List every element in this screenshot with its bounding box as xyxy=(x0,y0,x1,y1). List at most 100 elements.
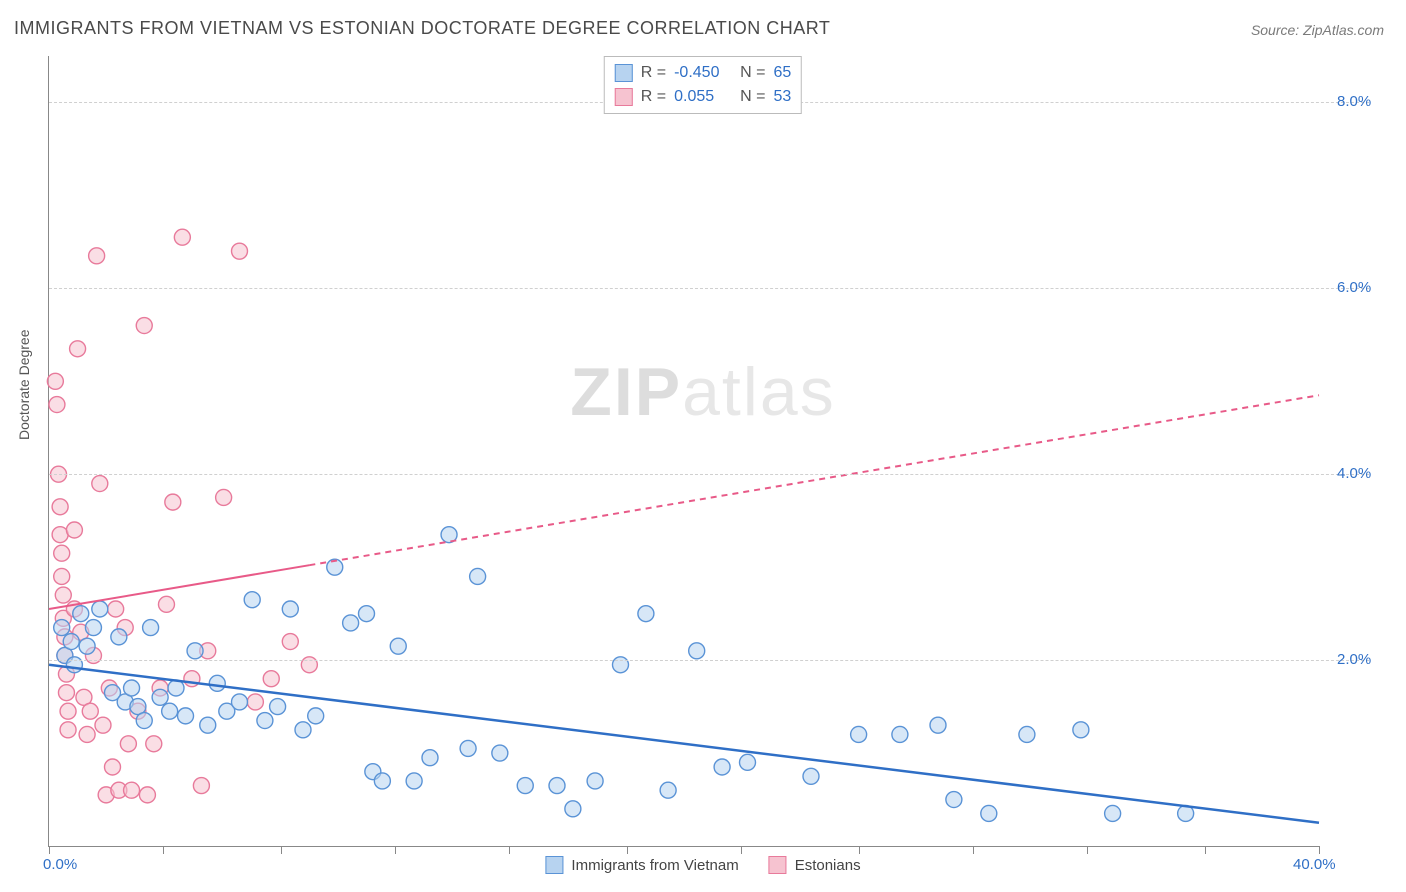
scatter-point xyxy=(803,768,819,784)
scatter-point xyxy=(70,341,86,357)
scatter-point xyxy=(422,750,438,766)
x-tick xyxy=(163,846,164,854)
y-tick-label: 6.0% xyxy=(1337,279,1371,296)
scatter-point xyxy=(54,620,70,636)
x-tick xyxy=(281,846,282,854)
scatter-point xyxy=(930,717,946,733)
scatter-point xyxy=(295,722,311,738)
scatter-point xyxy=(54,545,70,561)
scatter-point xyxy=(162,703,178,719)
gridline xyxy=(49,474,1369,475)
scatter-point xyxy=(460,740,476,756)
scatter-point xyxy=(111,629,127,645)
scatter-point xyxy=(165,494,181,510)
scatter-point xyxy=(143,620,159,636)
scatter-point xyxy=(60,703,76,719)
r-value-estonians: 0.055 xyxy=(674,85,732,109)
scatter-point xyxy=(565,801,581,817)
scatter-point xyxy=(946,792,962,808)
y-tick-label: 4.0% xyxy=(1337,465,1371,482)
scatter-point xyxy=(244,592,260,608)
scatter-point xyxy=(308,708,324,724)
scatter-point xyxy=(60,722,76,738)
scatter-point xyxy=(549,778,565,794)
r-label: R = xyxy=(641,61,666,85)
scatter-point xyxy=(660,782,676,798)
scatter-point xyxy=(740,754,756,770)
scatter-point xyxy=(158,596,174,612)
legend-label-estonians: Estonians xyxy=(795,857,861,874)
legend-item-estonians: Estonians xyxy=(769,856,861,874)
chart-svg xyxy=(49,56,1319,846)
scatter-point xyxy=(146,736,162,752)
scatter-point xyxy=(174,229,190,245)
scatter-point xyxy=(73,606,89,622)
scatter-point xyxy=(374,773,390,789)
scatter-point xyxy=(359,606,375,622)
scatter-point xyxy=(981,805,997,821)
source-credit: Source: ZipAtlas.com xyxy=(1251,22,1384,38)
scatter-point xyxy=(136,318,152,334)
scatter-point xyxy=(89,248,105,264)
scatter-point xyxy=(178,708,194,724)
scatter-point xyxy=(257,713,273,729)
r-value-vietnam: -0.450 xyxy=(674,61,732,85)
legend-item-vietnam: Immigrants from Vietnam xyxy=(545,856,738,874)
scatter-point xyxy=(689,643,705,659)
x-tick xyxy=(741,846,742,854)
scatter-point xyxy=(187,643,203,659)
scatter-point xyxy=(120,736,136,752)
gridline xyxy=(49,660,1369,661)
trendline xyxy=(49,565,309,609)
x-tick xyxy=(1087,846,1088,854)
scatter-point xyxy=(66,522,82,538)
scatter-point xyxy=(282,601,298,617)
scatter-point xyxy=(95,717,111,733)
scatter-point xyxy=(136,713,152,729)
x-tick xyxy=(49,846,50,854)
swatch-estonians xyxy=(615,88,633,106)
scatter-point xyxy=(263,671,279,687)
gridline xyxy=(49,288,1369,289)
scatter-point xyxy=(108,601,124,617)
scatter-point xyxy=(63,634,79,650)
scatter-point xyxy=(270,699,286,715)
x-tick xyxy=(859,846,860,854)
n-label: N = xyxy=(740,61,765,85)
scatter-point xyxy=(85,620,101,636)
y-tick-label: 2.0% xyxy=(1337,651,1371,668)
scatter-point xyxy=(1019,726,1035,742)
scatter-point xyxy=(216,489,232,505)
legend-series: Immigrants from Vietnam Estonians xyxy=(545,856,860,874)
scatter-point xyxy=(92,601,108,617)
scatter-point xyxy=(193,778,209,794)
scatter-point xyxy=(343,615,359,631)
y-axis-title: Doctorate Degree xyxy=(16,329,32,440)
scatter-point xyxy=(232,694,248,710)
legend-row-vietnam: R = -0.450 N = 65 xyxy=(615,61,791,85)
scatter-point xyxy=(492,745,508,761)
scatter-point xyxy=(47,373,63,389)
n-value-vietnam: 65 xyxy=(773,61,791,85)
scatter-point xyxy=(139,787,155,803)
chart-title: IMMIGRANTS FROM VIETNAM VS ESTONIAN DOCT… xyxy=(14,18,830,39)
scatter-point xyxy=(52,527,68,543)
scatter-point xyxy=(55,587,71,603)
x-tick-label: 0.0% xyxy=(43,856,77,873)
scatter-point xyxy=(714,759,730,775)
scatter-point xyxy=(587,773,603,789)
scatter-point xyxy=(282,634,298,650)
scatter-point xyxy=(470,568,486,584)
scatter-point xyxy=(209,675,225,691)
legend-label-vietnam: Immigrants from Vietnam xyxy=(571,857,738,874)
scatter-point xyxy=(1073,722,1089,738)
n-value-estonians: 53 xyxy=(773,85,791,109)
r-label: R = xyxy=(641,85,666,109)
swatch-vietnam xyxy=(615,64,633,82)
scatter-point xyxy=(851,726,867,742)
scatter-point xyxy=(105,759,121,775)
legend-row-estonians: R = 0.055 N = 53 xyxy=(615,85,791,109)
scatter-point xyxy=(1105,805,1121,821)
x-tick xyxy=(627,846,628,854)
trendline xyxy=(49,665,1319,823)
